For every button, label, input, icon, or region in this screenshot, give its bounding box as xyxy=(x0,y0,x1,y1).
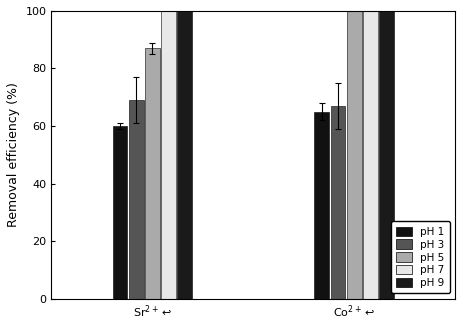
Bar xyxy=(161,11,176,299)
Bar xyxy=(177,11,192,299)
Bar xyxy=(379,11,394,299)
Bar xyxy=(363,11,378,299)
Legend: pH 1, pH 3, pH 5, pH 7, pH 9: pH 1, pH 3, pH 5, pH 7, pH 9 xyxy=(391,221,450,293)
Bar xyxy=(145,48,160,299)
Bar xyxy=(346,11,362,299)
Y-axis label: Removal efficiency (%): Removal efficiency (%) xyxy=(7,82,20,227)
Bar xyxy=(315,112,329,299)
Bar xyxy=(129,100,144,299)
Bar xyxy=(113,126,128,299)
Bar xyxy=(330,106,346,299)
